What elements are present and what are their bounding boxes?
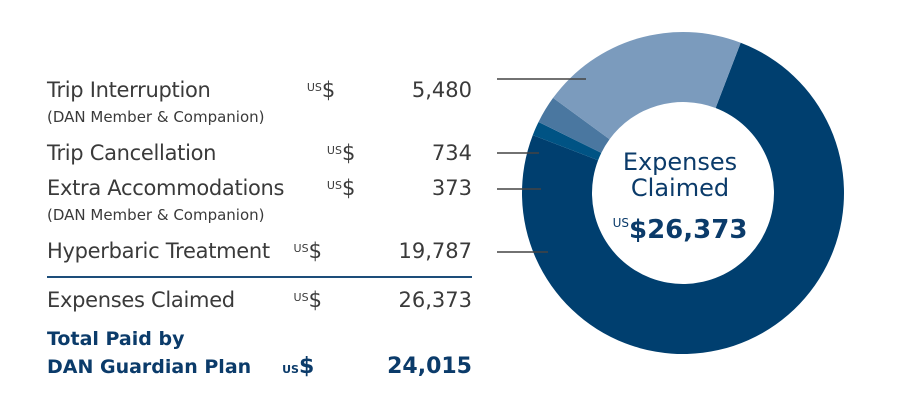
row-hyperbaric: Hyperbaric Treatment US$ 19,787 xyxy=(47,239,472,263)
amount: US$ 26,373 xyxy=(293,288,472,312)
amount: US$ 5,480 xyxy=(306,78,472,102)
slice-trip-cancellation xyxy=(538,97,610,153)
label-1: Total Paid by xyxy=(47,328,185,350)
row-expenses-claimed: Expenses Claimed US$ 26,373 xyxy=(47,288,472,312)
row-extra-accommodations: Extra Accommodations (DAN Member & Compa… xyxy=(47,176,472,224)
row-trip-cancellation: Trip Cancellation US$ 734 xyxy=(47,141,472,165)
amount: US$ 373 xyxy=(326,176,472,200)
center-value: US$26,373 xyxy=(613,215,748,245)
label: Trip Cancellation xyxy=(47,141,217,165)
row-trip-interruption: Trip Interruption (DAN Member & Companio… xyxy=(47,78,472,126)
center-label-2: Claimed xyxy=(631,174,729,202)
label: Hyperbaric Treatment xyxy=(47,239,270,263)
divider xyxy=(47,276,472,278)
slice-extra-accommodations xyxy=(532,121,602,161)
amount: US$ 24,015 xyxy=(282,354,472,379)
amount: US$ 19,787 xyxy=(293,239,472,263)
sublabel: (DAN Member & Companion) xyxy=(47,206,265,224)
sublabel: (DAN Member & Companion) xyxy=(47,108,265,126)
label: Extra Accommodations xyxy=(47,176,285,200)
label-2: DAN Guardian Plan xyxy=(47,356,252,378)
label: Trip Interruption xyxy=(47,78,211,102)
amount: US$ 734 xyxy=(326,141,472,165)
label: Expenses Claimed xyxy=(47,288,235,312)
slice-trip-interruption xyxy=(553,31,741,140)
center-label-1: Expenses xyxy=(623,148,737,176)
slice-hyperbaric-treatment xyxy=(522,42,844,355)
row-total-paid: Total Paid by DAN Guardian Plan US$ 24,01… xyxy=(47,325,472,381)
